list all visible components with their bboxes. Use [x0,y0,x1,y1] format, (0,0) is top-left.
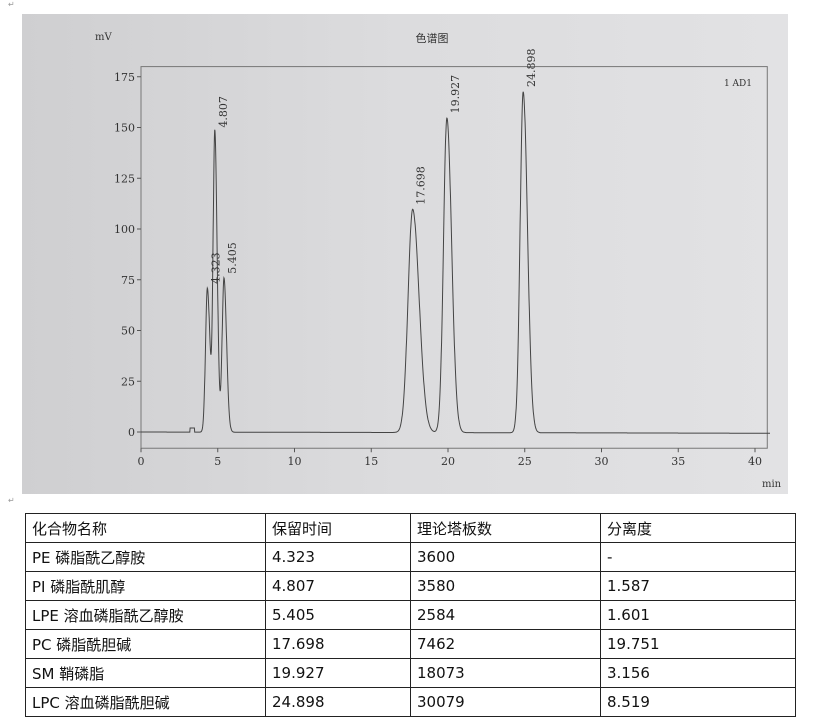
table-cell: 5.405 [265,600,411,630]
x-tick-label: 10 [288,455,302,468]
x-tick-label: 30 [595,455,609,468]
peak-label: 17.698 [415,166,428,205]
table-cell: LPE 溶血磷脂酰乙醇胺 [25,600,266,630]
y-tick-label: 75 [121,274,135,287]
y-tick-label: 175 [114,71,135,84]
header-cell: 理论塔板数 [410,513,601,543]
table-cell: 1.587 [600,571,796,601]
y-tick-label: 125 [114,172,135,185]
table-cell: 1.601 [600,600,796,630]
table-cell: SM 鞘磷脂 [25,658,266,688]
peak-label: 4.807 [217,96,230,128]
table-row: PE 磷脂酰乙醇胺 4.323 3600- [25,542,796,572]
table-cell: - [600,542,796,572]
x-tick-label: 25 [518,455,532,468]
table-row: PI 磷脂酰肌醇 4.807 3580 1.587 [25,571,796,601]
y-tick-label: 100 [114,223,135,236]
table-cell: 4.807 [265,571,411,601]
chart-title: 色谱图 [416,31,449,45]
peak-label: 5.405 [226,242,239,273]
table-cell: 4.323 [265,542,411,572]
table-cell: PE 磷脂酰乙醇胺 [25,542,266,572]
y-tick-label: 150 [114,122,135,135]
table-cell: 17.698 [265,629,411,659]
table-row: SM 鞘磷脂 19.927 18073 3.156 [25,658,796,688]
table-cell: 3580 [410,571,601,601]
chromatogram-photo [22,14,788,494]
x-axis-label: min [762,479,782,490]
table-cell: 19.927 [265,658,411,688]
y-tick-label: 25 [121,375,135,388]
table-header-row: 化合物名称 保留时间 理论塔板数 分离度 [25,513,796,543]
table-cell: PI 磷脂酰肌醇 [25,571,266,601]
plot-frame [140,66,768,449]
x-tick-label: 0 [138,455,145,468]
x-tick-label: 20 [441,455,455,468]
y-tick-label: 0 [128,426,135,439]
header-cell: 保留时间 [265,513,411,543]
table-row: PC 磷脂酰胆碱 17.698 7462 19.751 [25,629,796,659]
table-cell: 3600 [410,542,601,572]
peak-label: 4.323 [209,252,222,284]
results-table: 化合物名称 保留时间 理论塔板数 分离度 PE 磷脂酰乙醇胺 4.323 3600-… [25,513,796,717]
table-row: LPC 溶血磷脂酰胆碱 24.898 30079 8.519 [25,687,796,717]
header-cell: 分离度 [600,513,796,543]
channel-label: 1 AD1 [724,79,752,89]
table-cell: LPC 溶血磷脂酰胆碱 [25,687,266,717]
y-tick-label: 50 [121,325,135,338]
table-cell: 8.519 [600,687,796,717]
x-tick-label: 5 [214,455,221,468]
x-tick-label: 40 [748,455,762,468]
y-axis-label: mV [95,32,112,43]
table-cell: 2584 [410,600,601,630]
table-row: LPE 溶血磷脂酰乙醇胺 5.405 2584 1.601 [25,600,796,630]
table-cell: PC 磷脂酰胆碱 [25,629,266,659]
peak-label: 24.898 [525,48,538,87]
paragraph-mark: ↵ [8,496,15,505]
table-cell: 7462 [410,629,601,659]
chromatogram-trace [141,91,770,434]
header-cell: 化合物名称 [25,513,266,543]
x-tick-label: 35 [671,455,685,468]
x-tick-label: 15 [364,455,378,468]
table-cell: 3.156 [600,658,796,688]
table-cell: 24.898 [265,687,411,717]
table-cell: 18073 [410,658,601,688]
table-cell: 30079 [410,687,601,717]
table-cell: 19.751 [600,629,796,659]
paragraph-mark: ↵ [8,0,15,9]
chromatogram-chart: 色谱图 mV min 1 AD1 0 25 50 75 100 125 150 175 0 5 10… [95,31,782,490]
peak-label: 19.927 [449,75,462,114]
